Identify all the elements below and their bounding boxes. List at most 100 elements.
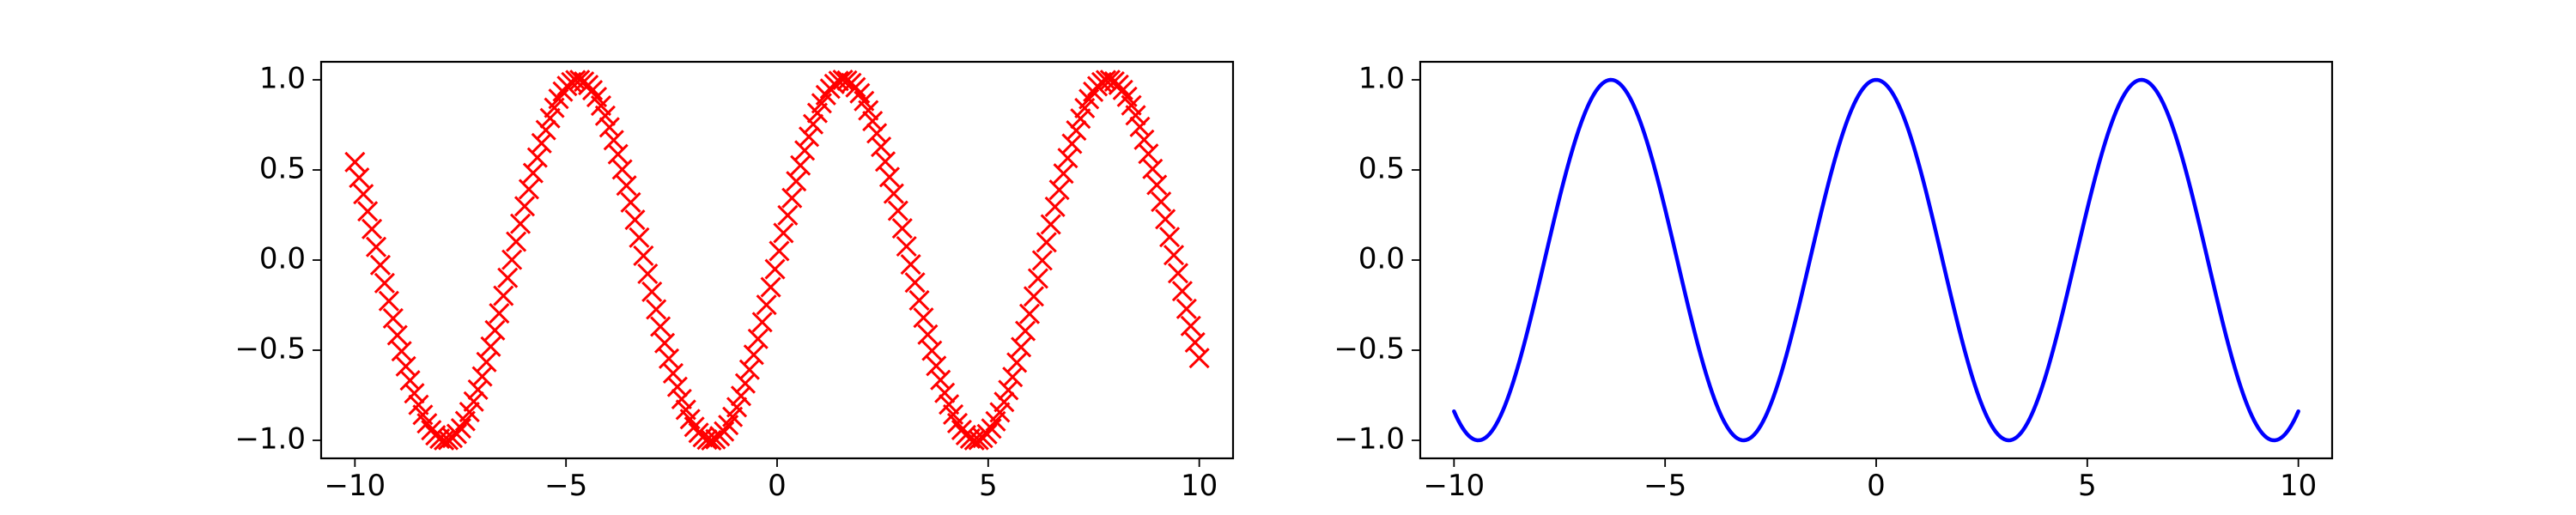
data-point bbox=[1138, 143, 1159, 165]
data-point bbox=[913, 307, 934, 329]
y-tick-label: 1.0 bbox=[1358, 62, 1405, 96]
data-point bbox=[790, 154, 811, 176]
data-point bbox=[650, 316, 671, 337]
data-point bbox=[1176, 298, 1197, 319]
data-point bbox=[1048, 179, 1070, 201]
data-point bbox=[963, 429, 985, 451]
data-point bbox=[1151, 191, 1172, 213]
data-point bbox=[395, 355, 416, 377]
x-tick-label: 0 bbox=[768, 469, 787, 503]
data-point bbox=[871, 136, 892, 158]
x-tick-label: −10 bbox=[1423, 469, 1485, 503]
data-point bbox=[904, 272, 926, 294]
data-point bbox=[509, 213, 532, 234]
data-point bbox=[386, 324, 408, 346]
y-tick-label: −0.5 bbox=[234, 332, 306, 367]
data-point bbox=[1023, 286, 1045, 307]
data-point bbox=[1163, 245, 1185, 266]
data-point bbox=[794, 140, 816, 161]
data-point bbox=[747, 328, 769, 349]
data-point bbox=[531, 132, 552, 154]
data-point bbox=[641, 281, 663, 302]
right-subplot: −10 −5 0 5 10 −1.0 −0.5 0.0 0.5 1.0 bbox=[1334, 60, 2334, 503]
data-point bbox=[726, 397, 748, 418]
data-point bbox=[934, 382, 956, 403]
data-point bbox=[917, 324, 939, 345]
data-point bbox=[1053, 163, 1074, 185]
data-point bbox=[666, 376, 688, 397]
data-point bbox=[786, 171, 807, 192]
data-point bbox=[459, 402, 480, 423]
data-point bbox=[357, 201, 379, 222]
data-point bbox=[1011, 336, 1032, 358]
data-point bbox=[862, 111, 884, 132]
data-point bbox=[539, 107, 561, 129]
data-point bbox=[369, 254, 392, 276]
data-point bbox=[1188, 348, 1210, 369]
data-point bbox=[1002, 367, 1024, 388]
data-point bbox=[1040, 214, 1061, 235]
y-tick-label: 0.5 bbox=[259, 152, 306, 186]
data-point bbox=[506, 231, 527, 252]
data-point bbox=[1027, 268, 1048, 289]
x-tick-label: 5 bbox=[979, 469, 998, 503]
data-point bbox=[463, 391, 484, 412]
data-point bbox=[629, 227, 650, 248]
data-point bbox=[467, 379, 489, 401]
data-point bbox=[900, 254, 921, 276]
data-point bbox=[1018, 303, 1041, 324]
data-point bbox=[866, 123, 888, 144]
x-tick-label: 5 bbox=[2078, 469, 2097, 503]
data-point bbox=[594, 105, 616, 126]
data-point bbox=[1095, 70, 1117, 91]
data-point bbox=[391, 341, 412, 362]
data-point bbox=[1171, 281, 1193, 302]
data-point bbox=[777, 204, 799, 226]
data-point bbox=[828, 70, 849, 92]
y-tick-label: 0.0 bbox=[259, 242, 306, 276]
data-point bbox=[662, 362, 683, 384]
y-tick-label: 1.0 bbox=[259, 62, 306, 96]
data-point bbox=[480, 336, 501, 357]
data-point bbox=[361, 218, 383, 239]
data-point bbox=[798, 126, 820, 148]
data-point bbox=[1167, 263, 1189, 284]
data-point bbox=[769, 240, 790, 262]
data-point bbox=[887, 200, 908, 221]
x-tick-label: −10 bbox=[324, 469, 386, 503]
data-point bbox=[730, 385, 752, 407]
data-point bbox=[993, 391, 1015, 413]
data-point bbox=[930, 369, 951, 391]
data-point bbox=[858, 100, 879, 121]
data-point bbox=[646, 299, 667, 320]
series-markers bbox=[344, 69, 1210, 451]
data-point bbox=[382, 307, 404, 329]
data-point bbox=[1184, 331, 1206, 354]
data-point bbox=[637, 263, 659, 285]
data-point bbox=[513, 196, 536, 217]
data-point bbox=[926, 355, 947, 377]
data-point bbox=[349, 167, 370, 189]
data-point bbox=[671, 388, 692, 409]
data-point bbox=[399, 370, 421, 391]
data-point bbox=[471, 366, 493, 387]
data-point bbox=[404, 383, 425, 404]
data-point bbox=[751, 312, 773, 333]
data-point bbox=[989, 402, 1011, 423]
data-point bbox=[1015, 320, 1036, 342]
x-tick-label: 10 bbox=[1181, 469, 1218, 503]
data-point bbox=[501, 249, 523, 270]
y-tick-label: −1.0 bbox=[1334, 422, 1405, 457]
data-point bbox=[607, 143, 629, 165]
data-point bbox=[624, 209, 646, 231]
data-point bbox=[522, 162, 544, 184]
x-tick-label: 10 bbox=[2280, 469, 2317, 503]
data-point bbox=[526, 147, 548, 168]
data-point bbox=[565, 70, 586, 91]
data-point bbox=[764, 258, 786, 280]
data-point bbox=[734, 373, 756, 394]
data-point bbox=[908, 289, 930, 311]
y-tick-label: −0.5 bbox=[1334, 332, 1405, 367]
data-point bbox=[620, 191, 641, 213]
series-line bbox=[1452, 77, 2300, 443]
